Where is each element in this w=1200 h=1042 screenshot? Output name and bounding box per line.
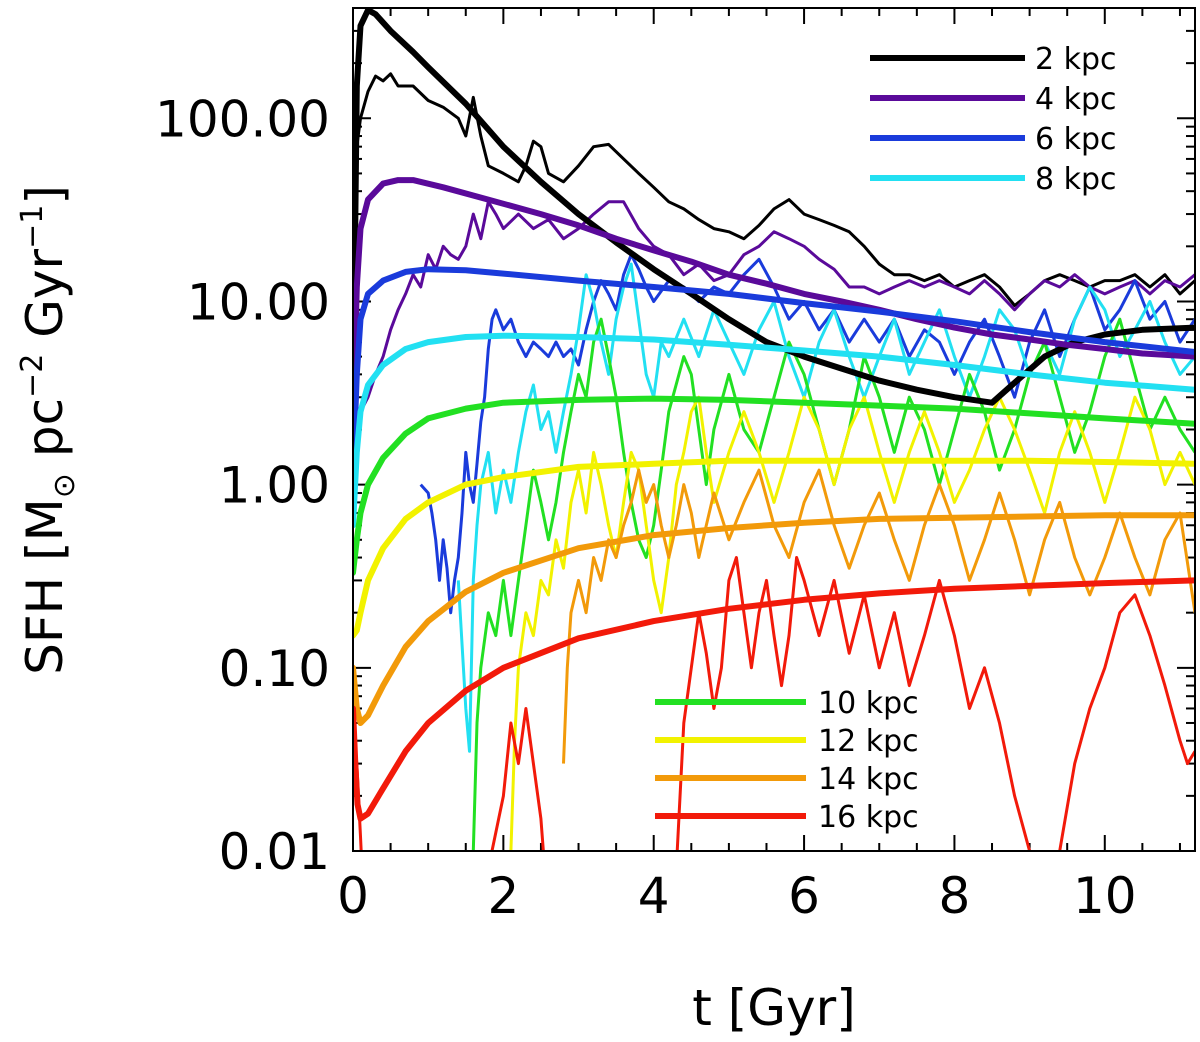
legend-label: 2 kpc bbox=[1035, 42, 1117, 77]
x-tick-labels: 0 2 4 6 8 10 bbox=[337, 867, 1137, 925]
y-tick-label: 0.10 bbox=[219, 640, 330, 698]
series-sim-14-kpc bbox=[562, 468, 1195, 764]
series-model-12-kpc bbox=[353, 457, 1195, 639]
y-axis-title-prefix: SFH [M bbox=[16, 498, 74, 675]
y-tick-label: 10.00 bbox=[187, 273, 330, 331]
x-tick-label: 0 bbox=[337, 867, 369, 925]
series-model-14-kpc bbox=[353, 512, 1195, 726]
series-layer bbox=[353, 8, 1195, 851]
y-axis-title: SFH [M⊙ pc−2 Gyr−1] bbox=[15, 185, 82, 675]
plot-frame bbox=[352, 7, 1196, 852]
series-model-6-kpc bbox=[353, 266, 1195, 481]
x-axis-title: t [Gyr] bbox=[692, 979, 855, 1037]
y-tick-label: 0.01 bbox=[219, 823, 330, 881]
legend-label: 6 kpc bbox=[1035, 122, 1117, 157]
legend-label: 16 kpc bbox=[818, 800, 919, 835]
series-sim-16-kpc bbox=[353, 556, 1195, 851]
legend-label: 4 kpc bbox=[1035, 82, 1117, 117]
x-tick-label: 4 bbox=[638, 867, 670, 925]
legend-label: 10 kpc bbox=[818, 686, 919, 721]
x-tick-label: 10 bbox=[1073, 867, 1137, 925]
y-tick-labels: 0.01 0.10 1.00 10.00 100.00 bbox=[155, 90, 330, 881]
legend-label: 12 kpc bbox=[818, 724, 919, 759]
series-sim-12-kpc bbox=[509, 395, 1195, 851]
y-axis-title-suffix: ] bbox=[16, 185, 74, 205]
x-tick-label: 2 bbox=[487, 867, 519, 925]
x-tick-label: 6 bbox=[788, 867, 820, 925]
x-tick-label: 8 bbox=[939, 867, 971, 925]
y-axis-title-sun-symbol: ⊙ bbox=[47, 473, 82, 498]
legend-label: 14 kpc bbox=[818, 762, 919, 797]
legend-label: 8 kpc bbox=[1035, 162, 1117, 197]
legend-top-right: 2 kpc 4 kpc 6 kpc 8 kpc bbox=[870, 42, 1117, 197]
y-axis-title-exp-pc: −2 bbox=[15, 354, 50, 398]
y-axis-title-exp-gyr: −1 bbox=[15, 205, 50, 249]
y-axis-title-unit-gyr: Gyr bbox=[16, 248, 74, 353]
series-model-8-kpc bbox=[353, 332, 1195, 529]
series-model-16-kpc bbox=[353, 577, 1195, 822]
series-model-10-kpc bbox=[353, 395, 1195, 576]
y-tick-label: 100.00 bbox=[155, 90, 330, 148]
y-tick-label: 1.00 bbox=[219, 457, 330, 515]
series-model-4-kpc bbox=[353, 177, 1195, 433]
y-axis-title-unit-pc: pc bbox=[16, 398, 74, 473]
